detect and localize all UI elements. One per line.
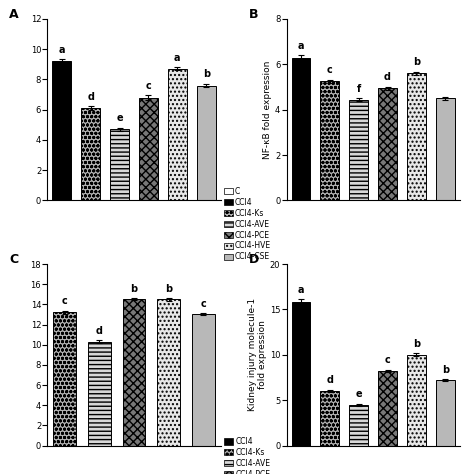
Bar xyxy=(378,371,397,446)
Text: A: A xyxy=(9,8,19,21)
Y-axis label: NF-κB fold expression: NF-κB fold expression xyxy=(263,61,272,159)
Bar xyxy=(436,380,455,446)
Bar xyxy=(349,405,368,446)
Text: c: c xyxy=(146,81,151,91)
Bar xyxy=(436,99,455,201)
Text: c: c xyxy=(201,299,206,309)
Text: f: f xyxy=(356,83,361,94)
Text: a: a xyxy=(174,53,181,63)
Bar xyxy=(157,299,180,446)
Bar xyxy=(407,355,426,446)
Text: b: b xyxy=(130,284,137,294)
Text: b: b xyxy=(442,365,449,374)
Bar xyxy=(139,98,158,201)
Text: c: c xyxy=(327,65,333,75)
Bar xyxy=(320,391,339,446)
Text: d: d xyxy=(384,72,391,82)
Bar xyxy=(88,342,110,446)
Bar xyxy=(54,312,76,446)
Bar xyxy=(349,100,368,201)
Legend: CCl4, CCl4-Ks, CCl4-AVE, CCl4-PCE, CCl4-HVE, CCl4-CSE: CCl4, CCl4-Ks, CCl4-AVE, CCl4-PCE, CCl4-… xyxy=(222,436,273,474)
Text: e: e xyxy=(356,389,362,399)
Text: C: C xyxy=(9,253,18,266)
Text: a: a xyxy=(298,41,304,51)
Legend: C, CCl4, CCl4-Ks, CCl4-AVE, CCl4-PCE, CCl4-HVE, CCl4-CSE: C, CCl4, CCl4-Ks, CCl4-AVE, CCl4-PCE, CC… xyxy=(222,185,273,263)
Bar xyxy=(123,299,146,446)
Text: d: d xyxy=(326,375,333,385)
Bar xyxy=(82,108,100,201)
Y-axis label: Kidney injury molecule-1
fold expression: Kidney injury molecule-1 fold expression xyxy=(247,298,267,411)
Bar xyxy=(197,85,216,201)
Text: d: d xyxy=(87,92,94,102)
Bar xyxy=(320,82,339,201)
Bar xyxy=(292,57,310,201)
Text: b: b xyxy=(413,57,420,67)
Text: D: D xyxy=(248,253,259,266)
Text: a: a xyxy=(298,285,304,295)
Bar xyxy=(53,61,71,201)
Text: B: B xyxy=(248,8,258,21)
Bar xyxy=(110,129,129,201)
Text: b: b xyxy=(165,283,172,293)
Bar xyxy=(192,314,215,446)
Text: a: a xyxy=(59,45,65,55)
Bar xyxy=(168,69,187,201)
Text: b: b xyxy=(413,339,420,349)
Text: d: d xyxy=(96,326,103,336)
Bar xyxy=(378,88,397,201)
Text: c: c xyxy=(385,355,391,365)
Text: b: b xyxy=(203,69,210,79)
Bar xyxy=(292,302,310,446)
Text: e: e xyxy=(116,113,123,123)
Bar xyxy=(407,73,426,201)
Text: c: c xyxy=(62,296,68,306)
